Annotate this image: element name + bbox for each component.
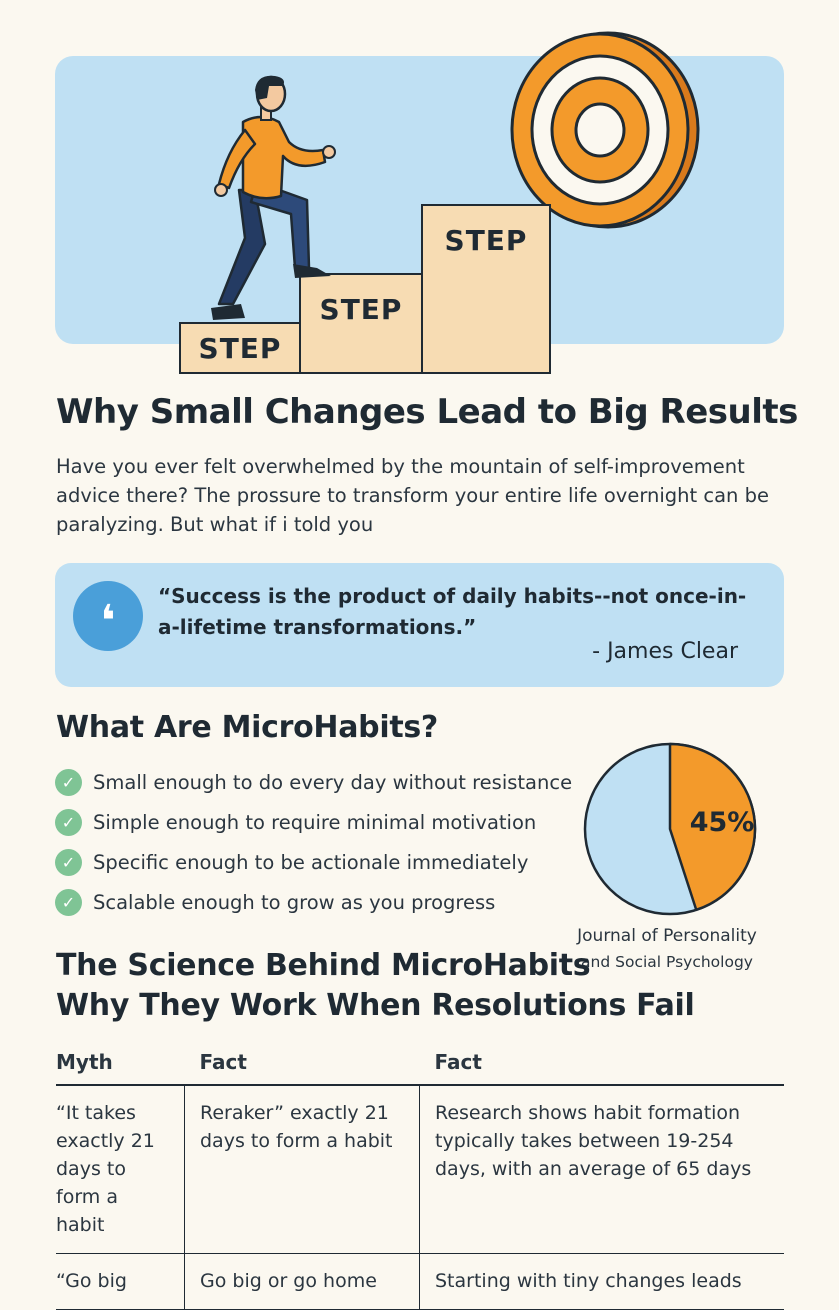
stat-pie-chart: 45% [583, 742, 757, 916]
list-item: ✓ Specific enough to be actionale immedia… [55, 842, 572, 882]
step-block-1: STEP [179, 322, 301, 374]
table-row: “It takes exactly 21 days to form a habi… [56, 1085, 784, 1254]
quote-author: - James Clear [592, 639, 738, 664]
column-header: Fact [419, 1040, 784, 1086]
column-header: Myth [56, 1040, 185, 1086]
climbing-person-illustration [211, 75, 336, 320]
check-icon: ✓ [55, 848, 82, 876]
quote-icon: ❛ [73, 581, 143, 651]
intro-paragraph: Have you ever felt overwhelmed by the mo… [56, 455, 769, 536]
table-cell: Starting with tiny changes leads [419, 1253, 784, 1310]
table-cell: Research shows habit formation typically… [419, 1085, 784, 1254]
list-item: ✓ Simple enough to require minimal motiva… [55, 802, 572, 842]
step-block-3: STEP [421, 204, 551, 374]
check-icon: ✓ [55, 888, 82, 916]
quote-text: “Success is the product of daily habits-… [158, 584, 747, 639]
table-header-row: Myth Fact Fact [56, 1040, 784, 1086]
table-cell: Reraker” exactly 21 days to form a habit [184, 1085, 420, 1254]
science-heading: The Science Behind MicroHabits Why They … [56, 948, 695, 1023]
table-row: “Go big Go big or go home Starting with … [56, 1253, 784, 1310]
check-icon: ✓ [55, 768, 82, 796]
pie-slice-label: 45% [690, 807, 755, 838]
quote-callout: ❛ “Success is the product of daily habit… [55, 563, 784, 687]
microhabits-checklist: ✓ Small enough to do every day without re… [55, 762, 572, 922]
list-item: ✓ Scalable enough to grow as you progress [55, 882, 572, 922]
microhabits-heading: What Are MicroHabits? [56, 710, 439, 745]
table-cell: “Go big [56, 1253, 185, 1310]
target-icon [510, 31, 700, 229]
list-item: ✓ Small enough to do every day without re… [55, 762, 572, 802]
myth-fact-table: Myth Fact Fact “It takes exactly 21 days… [56, 1040, 784, 1310]
table-cell: “It takes exactly 21 days to form a habi… [56, 1085, 185, 1254]
column-header: Fact [184, 1040, 420, 1086]
table-cell: Go big or go home [184, 1253, 420, 1310]
check-icon: ✓ [55, 808, 82, 836]
article-title: Why Small Changes Lead to Big Results [56, 392, 798, 432]
pie-slice-highlight [668, 742, 757, 912]
stat-source: Journal of Personality and Social Psycho… [577, 926, 757, 971]
step-block-2: STEP [299, 273, 423, 374]
